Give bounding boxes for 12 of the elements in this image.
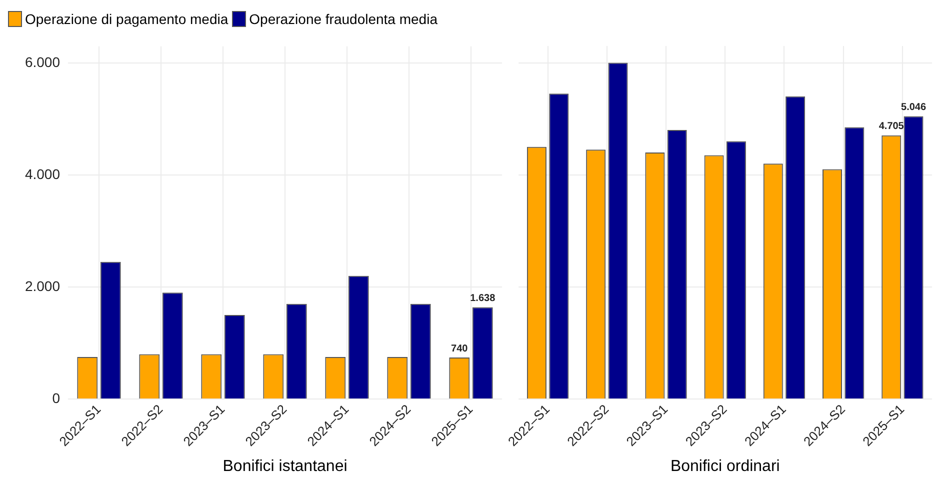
legend-label: Operazione di pagamento media	[25, 11, 228, 27]
y-tick-label: 0	[52, 390, 60, 406]
x-axis-title: Bonifici ordinari	[670, 458, 780, 475]
data-label: 740	[451, 343, 468, 354]
x-axis-title: Bonifici istantanei	[222, 458, 348, 475]
y-tick-label: 2.000	[24, 278, 60, 294]
legend-label: Operazione fraudolenta media	[249, 11, 438, 27]
data-label: 4.705	[878, 121, 904, 132]
data-label: 1.638	[470, 293, 496, 304]
y-tick-label: 6.000	[24, 54, 60, 70]
data-label: 5.046	[901, 102, 926, 114]
y-tick-label: 4.000	[24, 166, 60, 182]
